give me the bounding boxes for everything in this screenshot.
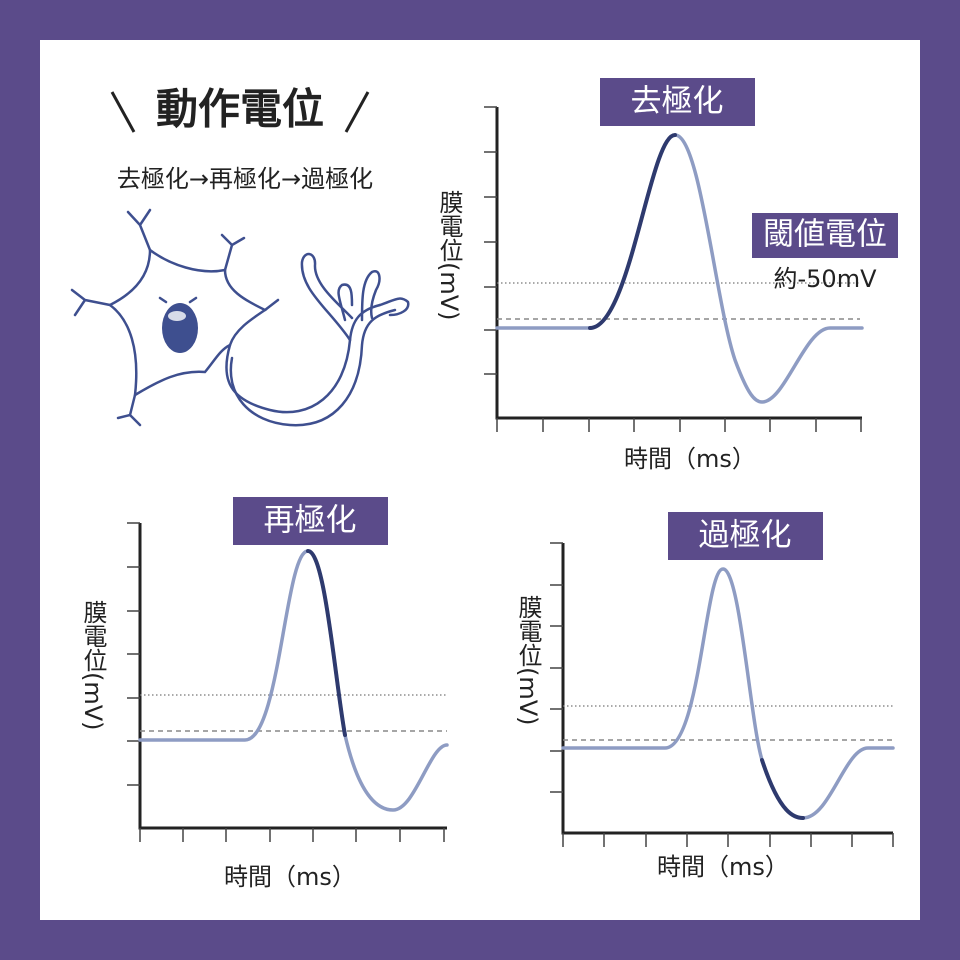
graph-hyperpolarization bbox=[550, 542, 895, 847]
threshold-value: 約-50mV bbox=[774, 265, 878, 293]
neuron bbox=[70, 208, 410, 427]
x-axis-label: 時間（ms） bbox=[657, 853, 789, 881]
subtitle: 去極化→再極化→過極化 bbox=[117, 165, 373, 193]
x-axis-label: 時間（ms） bbox=[624, 445, 756, 473]
title: 動作電位 bbox=[156, 85, 324, 134]
panel-label: 去極化 bbox=[631, 84, 724, 120]
label-box bbox=[233, 497, 388, 545]
y-axis-label: 膜電位(mV) bbox=[435, 190, 463, 321]
label-box bbox=[668, 512, 823, 560]
title-slash bbox=[110, 91, 136, 133]
graph-repolarization bbox=[127, 522, 449, 842]
graph-depolarization bbox=[484, 106, 864, 432]
threshold-label: 閾値電位 bbox=[763, 217, 887, 253]
x-axis-label: 時間（ms） bbox=[224, 863, 356, 891]
y-axis-label: 膜電位(mV) bbox=[79, 600, 107, 731]
panel-label: 過極化 bbox=[699, 518, 792, 554]
label-box bbox=[600, 78, 755, 126]
panel-label: 再極化 bbox=[264, 503, 357, 539]
threshold-box bbox=[752, 213, 898, 258]
title-slash bbox=[344, 91, 370, 133]
card bbox=[40, 40, 920, 920]
y-axis-label: 膜電位(mV) bbox=[514, 595, 542, 726]
